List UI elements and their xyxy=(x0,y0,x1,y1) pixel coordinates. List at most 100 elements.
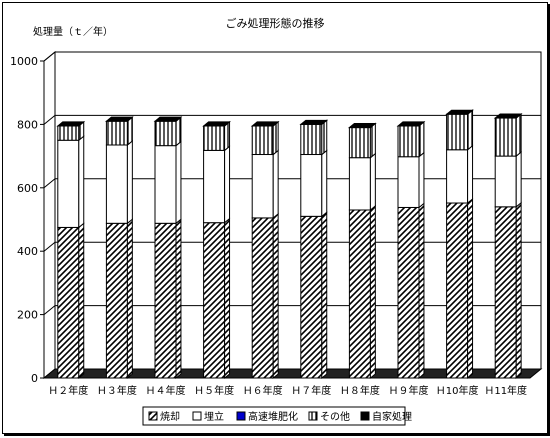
bar-stack-1 xyxy=(56,120,86,380)
x-tick-label: Ｈ４年度 xyxy=(146,384,186,397)
bar-top xyxy=(445,109,474,115)
bar-side xyxy=(515,112,522,158)
side-wall xyxy=(43,50,56,380)
gridline-side xyxy=(43,51,56,62)
bar-stack-2 xyxy=(104,116,134,380)
bar-side xyxy=(369,204,376,380)
bar-side xyxy=(126,116,133,147)
chart-frame: ごみ処理形態の推移 処理量（ｔ／年） 0 200 400 600 800 1000 Ｈ２年度… xyxy=(2,2,548,434)
bar-top xyxy=(202,121,231,127)
bar-side xyxy=(467,109,474,151)
bar-side xyxy=(369,122,376,159)
y-axis-label: 処理量（ｔ／年） xyxy=(33,25,113,38)
bar-top xyxy=(250,121,280,127)
bar-side xyxy=(467,144,474,205)
bar-stack-8 xyxy=(396,120,426,380)
bar-segment xyxy=(397,156,420,208)
legend-swatch xyxy=(360,411,370,421)
bar-segment xyxy=(154,222,177,379)
bar-segment xyxy=(105,120,128,146)
legend-label: その他 xyxy=(320,410,350,423)
bar-segment xyxy=(251,154,274,219)
x-tick-label: Ｈ８年度 xyxy=(340,384,380,397)
bar-side xyxy=(418,202,425,380)
y-tick-label: 0 xyxy=(31,372,38,385)
bar-segment xyxy=(494,206,517,379)
bar-side xyxy=(272,120,279,156)
bar-side xyxy=(78,222,85,380)
bar-segment xyxy=(397,206,420,379)
bar-segment xyxy=(203,125,226,151)
bar-side xyxy=(515,201,522,380)
bar-segment xyxy=(300,123,323,156)
x-tick-label: Ｈ３年度 xyxy=(97,384,137,397)
bar-stack-3 xyxy=(153,116,183,380)
bar-top xyxy=(396,121,426,127)
bar-side xyxy=(369,152,376,212)
x-tick-label: Ｈ５年度 xyxy=(194,384,234,397)
bar-stack-4 xyxy=(202,120,231,380)
legend-box xyxy=(142,406,406,426)
bar-top xyxy=(347,123,377,129)
x-tick-label: Ｈ10年度 xyxy=(436,384,479,397)
bar-side xyxy=(224,120,231,152)
bar-top xyxy=(56,121,86,127)
bar-segment xyxy=(251,217,274,379)
gridline-side xyxy=(43,305,56,315)
legend-label: 焼却 xyxy=(160,411,180,423)
bar-segment xyxy=(57,226,80,379)
bar-segment xyxy=(251,125,274,156)
y-tick-label: 1000 xyxy=(10,55,38,68)
bar-segment xyxy=(348,209,371,379)
bar-stack-5 xyxy=(250,120,280,380)
bar-segment xyxy=(154,120,177,147)
gridline-side xyxy=(43,178,56,189)
bar-side xyxy=(272,149,279,219)
bar-side xyxy=(467,197,474,380)
y-tick-label: 600 xyxy=(17,182,38,195)
gridline-side xyxy=(43,241,56,252)
legend-swatch xyxy=(236,411,246,421)
bar-side xyxy=(321,119,328,156)
bar-segment xyxy=(105,222,128,379)
bar-stack-10 xyxy=(493,112,523,380)
bar-segment xyxy=(300,215,323,379)
bar-side xyxy=(175,116,182,147)
bar-side xyxy=(126,139,133,225)
legend-swatch xyxy=(148,411,158,421)
x-tick-label: Ｈ９年度 xyxy=(389,384,429,397)
bar-side xyxy=(224,217,231,380)
bar-side xyxy=(175,218,182,380)
bar-segment xyxy=(57,125,80,141)
bar-stack-9 xyxy=(445,109,474,380)
bar-side xyxy=(272,212,279,380)
bar-side xyxy=(321,211,328,380)
x-tick-label: Ｈ11年度 xyxy=(484,384,527,397)
x-tick-label: Ｈ２年度 xyxy=(48,384,88,397)
bar-side xyxy=(224,145,231,224)
bar-segment xyxy=(397,125,420,158)
bar-segment xyxy=(446,113,469,151)
chart-title: ごみ処理形態の推移 xyxy=(226,16,325,30)
bar-stack-7 xyxy=(347,122,377,380)
legend-swatch xyxy=(192,411,202,421)
bar-top xyxy=(153,116,183,122)
y-tick-label: 400 xyxy=(17,245,38,258)
bar-segment xyxy=(494,155,517,208)
bar-segment xyxy=(348,157,371,211)
legend-label: 高速堆肥化 xyxy=(248,410,298,423)
bar-side xyxy=(78,135,85,229)
bar-side xyxy=(126,218,133,380)
bar-side xyxy=(515,150,522,208)
x-tick-label: Ｈ７年度 xyxy=(291,384,331,397)
gridline-side xyxy=(43,115,56,125)
bar-segment xyxy=(105,144,128,224)
bar-segment xyxy=(57,139,80,228)
bar-segment xyxy=(494,117,517,157)
bar-segment xyxy=(300,154,323,217)
y-tick-label: 200 xyxy=(17,309,38,322)
bar-top xyxy=(104,116,134,122)
y-tick-label: 800 xyxy=(17,118,38,131)
bar-segment xyxy=(446,202,469,379)
bar-segment xyxy=(203,149,226,224)
